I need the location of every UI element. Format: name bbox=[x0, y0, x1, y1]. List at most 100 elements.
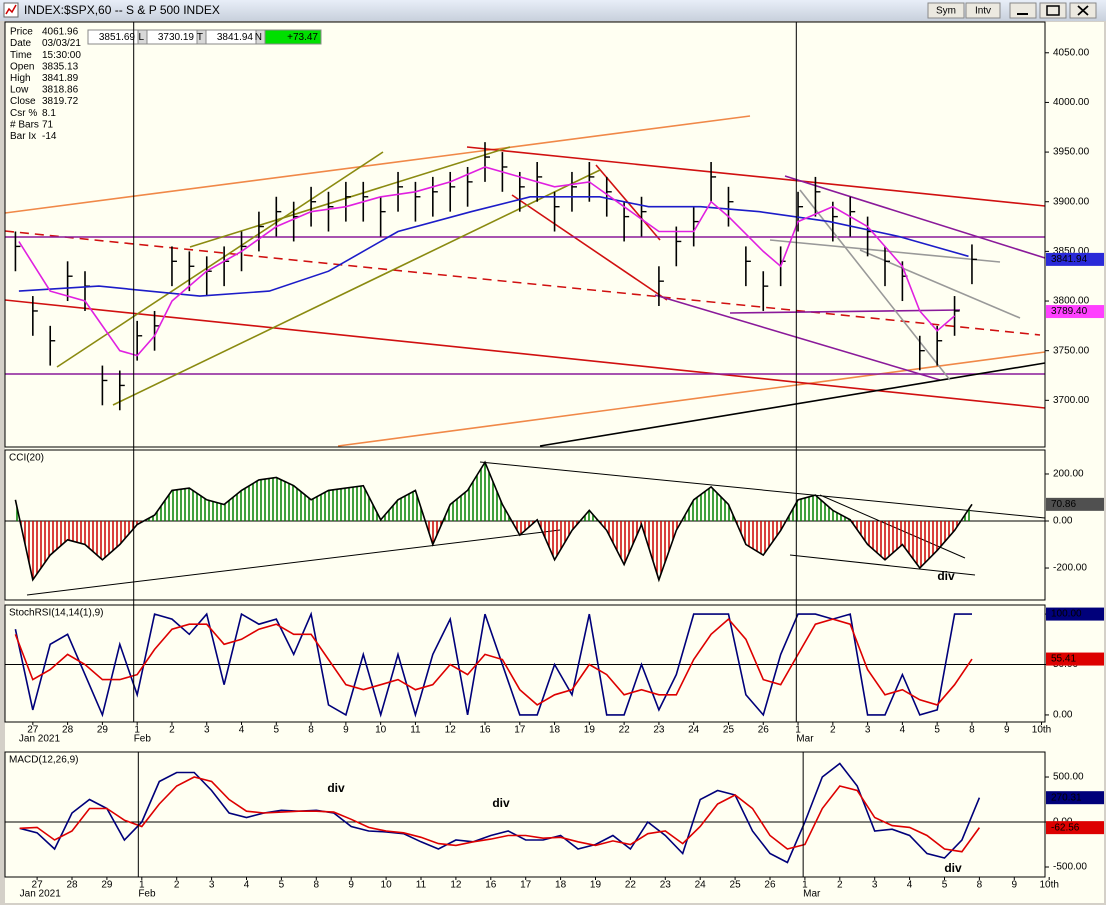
x-tick-label: 19 bbox=[584, 725, 596, 736]
x-tick-label: 12 bbox=[445, 725, 457, 736]
trend-line bbox=[112, 169, 601, 406]
x-tick-label: 4 bbox=[239, 725, 245, 736]
last-value-label: 3789.40 bbox=[1051, 306, 1088, 317]
y-tick-label: -200.00 bbox=[1053, 563, 1087, 574]
plot bbox=[5, 460, 1045, 583]
x-tick-label: 23 bbox=[653, 725, 665, 736]
intv-button[interactable] bbox=[965, 2, 1001, 19]
panel-frame bbox=[4, 604, 1046, 723]
indicator-line bbox=[14, 611, 972, 718]
x-tick-label: 10 bbox=[375, 725, 387, 736]
quote-box bbox=[264, 29, 322, 45]
quote-text: L bbox=[138, 32, 144, 43]
trend-line bbox=[4, 299, 1046, 409]
x-tick-label: 18 bbox=[549, 725, 561, 736]
quote-text: 3730.19 bbox=[158, 32, 195, 43]
info-label: Open bbox=[10, 61, 34, 72]
x-tick-label: 25 bbox=[730, 880, 742, 891]
window-icon-graph bbox=[5, 4, 17, 15]
y-tick-label: 4000.00 bbox=[1053, 97, 1090, 108]
x-tick-label: 19 bbox=[590, 880, 602, 891]
x-tick-label: 27 bbox=[27, 725, 39, 736]
y-tick-label: 3850.00 bbox=[1053, 246, 1090, 257]
x-tick-label: 5 bbox=[274, 725, 280, 736]
info-value: -14 bbox=[42, 131, 57, 142]
indicator-line bbox=[19, 776, 981, 853]
x-tick-label: 17 bbox=[520, 880, 532, 891]
panel-frame bbox=[4, 21, 1046, 448]
x-tick-label: 29 bbox=[97, 725, 109, 736]
y-tick-label: 3950.00 bbox=[1053, 147, 1090, 158]
trend-line bbox=[479, 461, 1046, 519]
sym-button[interactable] bbox=[927, 2, 965, 19]
sym-button-label[interactable]: Sym bbox=[936, 6, 956, 17]
y-tick-label: 3700.00 bbox=[1053, 395, 1090, 406]
x-tick-label: 8 bbox=[314, 880, 320, 891]
last-value-box bbox=[1046, 821, 1104, 835]
x-tick-label: 28 bbox=[62, 725, 74, 736]
month-label: Feb bbox=[134, 734, 152, 745]
last-value-box bbox=[1046, 607, 1104, 621]
maximize-icon bbox=[1046, 5, 1060, 16]
y-tick-label: 4050.00 bbox=[1053, 47, 1090, 58]
trend-line bbox=[539, 362, 1046, 447]
intv-button-label[interactable]: Intv bbox=[975, 6, 991, 17]
x-tick-label: 3 bbox=[872, 880, 878, 891]
x-tick-label: 24 bbox=[688, 725, 700, 736]
x-tick-label: 8 bbox=[969, 725, 975, 736]
y-tick-label: -500.00 bbox=[1053, 862, 1087, 873]
x-tick-label: 24 bbox=[695, 880, 707, 891]
y-tick-label: 0.00 bbox=[1053, 710, 1073, 721]
x-tick-label: 2 bbox=[174, 880, 180, 891]
indicator-line bbox=[14, 617, 973, 706]
x-tick-label: 3 bbox=[865, 725, 871, 736]
x-tick-label: 16 bbox=[485, 880, 497, 891]
month-label: Jan 2021 bbox=[19, 734, 61, 745]
trend-line bbox=[337, 351, 1046, 447]
y-tick-label: 500.00 bbox=[1053, 772, 1084, 783]
info-value: 8.1 bbox=[42, 108, 56, 119]
x-tick-label: 10 bbox=[381, 880, 393, 891]
last-value-label: 70.86 bbox=[1051, 499, 1076, 510]
x-tick-label: 9 bbox=[343, 725, 349, 736]
info-value: 3818.86 bbox=[42, 85, 79, 96]
x-tick-label: 11 bbox=[416, 880, 427, 891]
panel-title: StochRSI(14,14(1),9) bbox=[9, 608, 104, 619]
x-tick-label: 4 bbox=[907, 880, 913, 891]
info-label: Price bbox=[10, 27, 33, 38]
x-tick-label: 8 bbox=[308, 725, 314, 736]
info-label: Low bbox=[10, 85, 29, 96]
x-tick-label: 1 bbox=[802, 880, 808, 891]
trend-line bbox=[466, 146, 1046, 207]
info-value: 3819.72 bbox=[42, 96, 79, 107]
plot bbox=[14, 142, 977, 411]
trend-lines bbox=[4, 115, 1046, 596]
last-value-label: -62.56 bbox=[1051, 822, 1080, 833]
quote-text: N bbox=[255, 32, 262, 43]
info-label: Bar Ix bbox=[10, 131, 36, 142]
plot bbox=[5, 611, 1045, 718]
last-value-label: 3841.94 bbox=[1051, 254, 1088, 265]
trend-line bbox=[4, 115, 751, 214]
x-tick-label: 10th bbox=[1032, 725, 1051, 736]
x-tick-label: 2 bbox=[830, 725, 836, 736]
info-label: Csr % bbox=[10, 108, 37, 119]
minimize-button[interactable] bbox=[1009, 2, 1037, 19]
info-value: 71 bbox=[42, 119, 54, 130]
x-tick-label: 4 bbox=[900, 725, 906, 736]
x-tick-label: 16 bbox=[479, 725, 491, 736]
moving-average bbox=[18, 166, 956, 357]
last-value-box bbox=[1046, 252, 1104, 266]
trend-line bbox=[26, 529, 561, 596]
x-tick-label: 4 bbox=[244, 880, 250, 891]
month-label: Mar bbox=[796, 734, 814, 745]
month-label: Feb bbox=[138, 889, 156, 900]
annotation: div bbox=[944, 861, 962, 875]
info-value: 4061.96 bbox=[42, 27, 79, 38]
last-value-box bbox=[1046, 497, 1104, 511]
annotation: div bbox=[327, 781, 345, 795]
trend-line bbox=[654, 294, 941, 381]
last-value-box bbox=[1046, 305, 1104, 319]
info-value: 15:30:00 bbox=[42, 50, 81, 61]
